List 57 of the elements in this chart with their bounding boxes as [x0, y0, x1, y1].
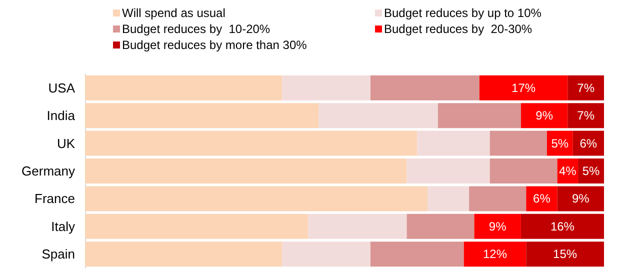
y-tick-label: Spain [42, 246, 75, 262]
y-tick-label: UK [56, 136, 76, 151]
legend-label: Budget reduces by 10-20% [122, 22, 270, 36]
bar [438, 103, 521, 128]
bar [282, 242, 370, 267]
data-label: 9% [488, 219, 507, 234]
legend-label: Budget reduces by up to 10% [384, 6, 542, 20]
bar [520, 214, 604, 239]
bar [568, 75, 604, 100]
bar [474, 214, 521, 239]
data-label: 6% [533, 192, 551, 206]
bar [85, 75, 282, 100]
bar [428, 186, 470, 212]
bar [308, 214, 407, 239]
bar [469, 186, 526, 212]
bar [406, 214, 474, 239]
data-label: 9% [572, 192, 590, 206]
bar [85, 214, 308, 239]
bar [479, 75, 568, 100]
data-label: 7% [577, 80, 595, 95]
data-label: 17% [512, 80, 536, 95]
bar [568, 103, 604, 128]
legend-label: Will spend as usual [122, 6, 226, 20]
bar [490, 130, 547, 156]
bar [85, 186, 428, 212]
bar [318, 103, 438, 128]
y-tick-label: Italy [51, 218, 76, 234]
legend-label: Budget reduces by 20-30% [384, 22, 532, 36]
bar [464, 242, 526, 267]
data-label: 16% [550, 219, 575, 234]
bar [85, 130, 418, 156]
bar [526, 242, 604, 267]
bar [490, 158, 558, 184]
data-label: 5% [582, 164, 600, 178]
legend-label: Budget reduces by more than 30% [122, 38, 308, 52]
y-tick-label: France [34, 191, 75, 206]
data-label: 9% [536, 108, 554, 123]
bar [417, 130, 490, 156]
bar [557, 186, 604, 212]
data-label: 6% [580, 136, 598, 150]
bar [526, 186, 558, 212]
y-tick-label: Germany [22, 164, 76, 178]
y-tick-label: India [46, 108, 76, 124]
data-label: 12% [482, 247, 508, 262]
data-label: 4% [559, 164, 577, 178]
data-label: 7% [577, 108, 595, 123]
bar [85, 242, 282, 267]
data-label: 5% [551, 136, 569, 150]
y-tick-label: USA [48, 80, 76, 96]
bar [520, 103, 568, 128]
bar [85, 158, 407, 184]
bar [85, 103, 319, 128]
bar [282, 75, 370, 100]
bar [406, 158, 490, 184]
bar [370, 75, 480, 100]
data-label: 15% [553, 247, 578, 262]
bar [370, 242, 464, 267]
